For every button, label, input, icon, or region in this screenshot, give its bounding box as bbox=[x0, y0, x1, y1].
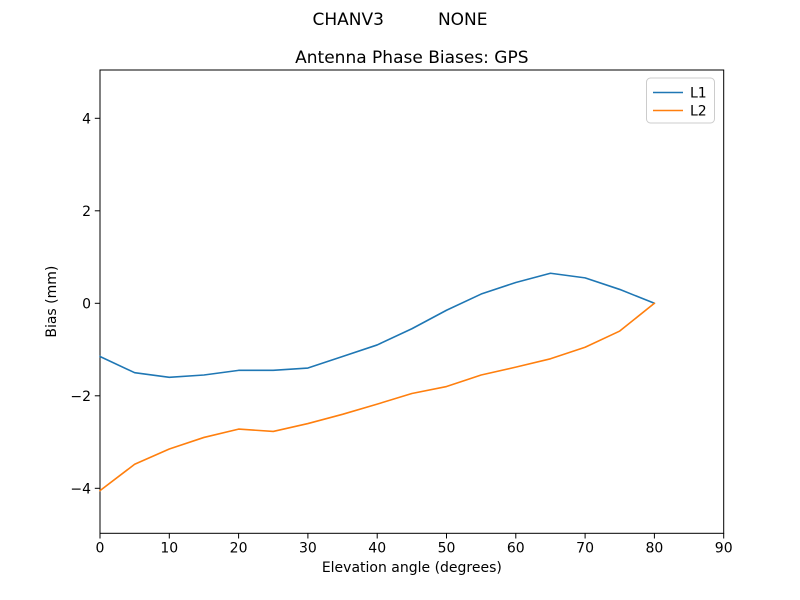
x-tick-label: 30 bbox=[299, 541, 317, 557]
data-lines bbox=[99, 272, 656, 492]
series-line-l2 bbox=[99, 302, 656, 492]
y-tick-label: −4 bbox=[70, 481, 91, 497]
x-tick-label: 80 bbox=[645, 541, 663, 557]
figure-suptitle: CHANV3 NONE bbox=[312, 10, 487, 30]
legend-box bbox=[646, 77, 715, 124]
legend-label-l2: L2 bbox=[690, 104, 707, 120]
series-line-l1 bbox=[99, 272, 656, 379]
axis-ticks: 0 10 20 30 40 50 60 70 80 90 −4 −2 0 2 4 bbox=[70, 111, 732, 556]
chart-title: Antenna Phase Biases: GPS bbox=[295, 48, 528, 68]
x-tick-label: 40 bbox=[368, 541, 386, 557]
y-tick-label: 2 bbox=[82, 204, 91, 220]
x-tick-label: 90 bbox=[715, 541, 733, 557]
y-axis-label: Bias (mm) bbox=[44, 266, 60, 338]
x-tick-label: 0 bbox=[96, 541, 105, 557]
x-tick-label: 20 bbox=[230, 541, 248, 557]
x-tick-label: 70 bbox=[576, 541, 594, 557]
y-tick-label: 4 bbox=[82, 111, 91, 127]
plot-frame bbox=[99, 69, 725, 534]
x-axis-label: Elevation angle (degrees) bbox=[322, 560, 502, 576]
y-tick-label: 0 bbox=[82, 296, 91, 312]
y-tick-label: −2 bbox=[70, 389, 91, 405]
legend-label-l1: L1 bbox=[690, 86, 707, 102]
x-tick-label: 60 bbox=[507, 541, 525, 557]
x-tick-label: 50 bbox=[438, 541, 456, 557]
x-tick-label: 10 bbox=[160, 541, 178, 557]
